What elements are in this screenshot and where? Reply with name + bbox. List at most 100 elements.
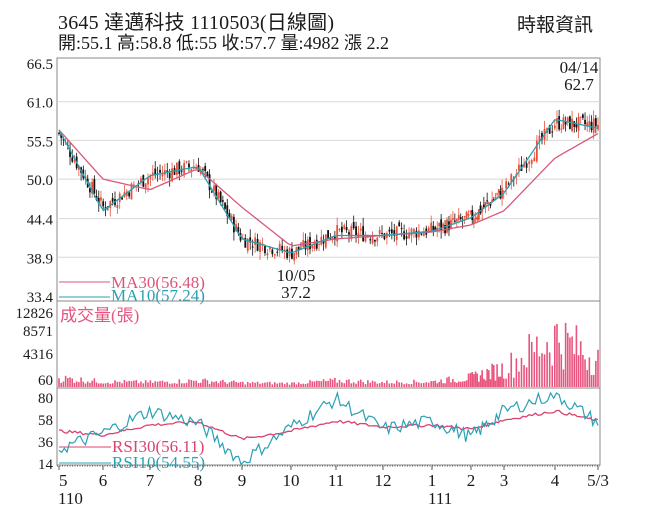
volume-bar [525,367,528,387]
volume-bar [114,380,116,387]
volume-bar [130,381,133,387]
volume-bar [183,383,185,387]
candle [510,174,513,184]
candle [410,228,413,236]
candle [266,253,269,256]
volume-bar [560,354,563,387]
candle [427,227,430,232]
volume-bar [597,349,599,387]
volume-bar [448,376,450,387]
price-tick-label: 33.4 [27,290,54,306]
volume-bar [93,378,96,387]
volume-bar [523,365,525,387]
volume-bar [459,381,462,387]
volume-bar [592,374,595,387]
high-value-label: 62.7 [564,75,594,94]
candle [219,191,222,203]
volume-bar [173,383,176,387]
volume-bar [222,379,224,387]
candle [413,229,415,233]
candle [438,223,441,227]
volume-bar [465,380,468,387]
volume-bar [62,381,65,387]
volume-bar [425,382,428,387]
candle [417,230,420,238]
volume-bar [350,383,353,387]
volume-bar [327,380,329,387]
volume-bar [440,379,442,387]
candle [204,166,207,172]
candle [69,149,71,157]
candle [584,119,586,125]
volume-bar [140,381,142,387]
candle [230,215,233,221]
candle [472,218,475,224]
price-tick-label: 38.9 [27,251,53,267]
volume-bar [502,378,505,387]
volume-bar [564,322,567,387]
candle [130,183,133,200]
volume-bar [483,378,485,387]
high-date-label: 04/14 [560,58,599,77]
candle [313,243,316,249]
volume-bar [348,379,350,387]
candle [566,117,569,123]
volume-bar [530,341,533,387]
candle [469,211,472,213]
volume-bar [558,342,560,387]
volume-bar [259,383,261,387]
volume-bar [499,376,502,387]
volume-bar [125,381,128,387]
volume-bar [73,382,76,387]
candle [264,245,266,254]
volume-bar [197,382,200,387]
candle [383,233,386,240]
candle [525,163,528,168]
volume-bar [306,383,309,387]
candle [579,116,582,118]
candle [149,175,152,179]
brand-label: 時報資訊 [517,15,594,36]
candle [562,117,565,129]
candle [77,166,80,170]
volume-bar [154,381,157,387]
volume-bar [476,373,479,387]
volume-bar [109,383,112,387]
volume-bar [345,379,348,387]
volume-bar [156,381,159,387]
volume-bar [505,378,507,387]
candle [217,192,220,199]
volume-bar [507,373,510,387]
volume-bar [251,381,254,387]
candle [286,249,289,259]
volume-bar [520,357,523,387]
candle [273,254,276,256]
volume-bar [492,365,495,387]
volume-bar [137,383,140,387]
x-tick-label: 9 [238,471,247,490]
candle [371,237,374,244]
candle [340,226,343,233]
candle [259,242,261,252]
volume-panel: 12826 8571 4316 60 成交量(張) [16,300,601,389]
candle [523,164,525,168]
volume-bar [329,378,332,387]
candle [171,168,173,182]
rsi-tick-label: 36 [38,435,54,451]
candle [398,222,401,227]
volume-bar [473,374,475,387]
volume-title: 成交量(張) [60,306,139,325]
volume-bar [304,383,307,387]
volume-bar [364,384,367,387]
volume-bar [233,380,235,387]
x-tick-label: 5 [59,471,68,490]
volume-bar [438,381,440,387]
volume-bar [484,380,487,387]
candle [215,184,218,200]
price-tick-label: 61.0 [27,96,53,112]
volume-bar [571,336,573,387]
candle [140,178,142,183]
volume-bar [352,382,355,387]
volume-bar [180,383,183,387]
candle [381,232,383,234]
